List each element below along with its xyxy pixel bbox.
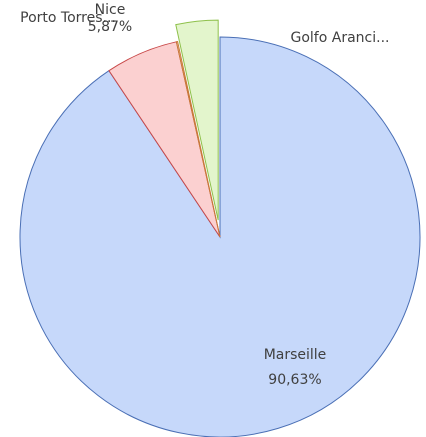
slice-value-label: 90,63%	[268, 372, 321, 388]
slice-label: Nice	[95, 2, 126, 18]
slice-label: Golfo Aranci...	[291, 30, 390, 46]
slice-label: Porto Torres...	[20, 10, 116, 26]
slice-label: Marseille	[264, 347, 327, 363]
pie-slice	[175, 19, 219, 221]
slice-value-label: 5,87%	[88, 19, 132, 35]
pie-slice	[175, 40, 221, 238]
